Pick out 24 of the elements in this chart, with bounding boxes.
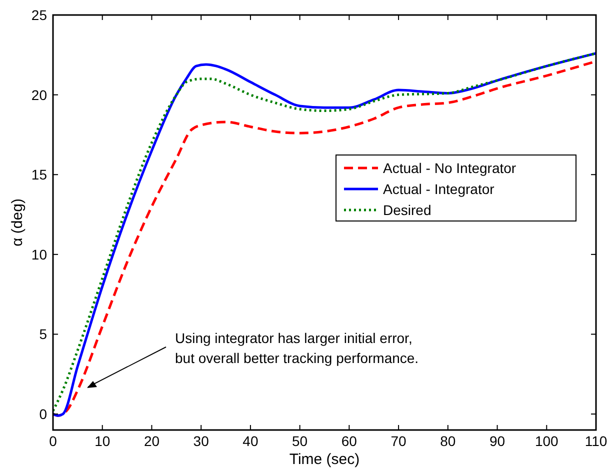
x-tick-label: 100 bbox=[534, 433, 559, 449]
x-tick-label: 30 bbox=[193, 433, 210, 449]
x-tick-label: 20 bbox=[144, 433, 160, 449]
y-tick-label: 20 bbox=[31, 86, 48, 103]
y-tick-label: 25 bbox=[31, 7, 48, 23]
x-tick-label: 80 bbox=[440, 433, 456, 449]
x-tick-label: 10 bbox=[94, 433, 110, 449]
x-tick-label: 40 bbox=[242, 433, 258, 449]
y-tick-label: 15 bbox=[31, 166, 48, 183]
annotation: Using integrator has larger initial error, but overall better tracking performance. bbox=[175, 330, 419, 366]
y-tick-label: 0 bbox=[39, 406, 48, 422]
y-tick-label: 5 bbox=[39, 326, 48, 342]
legend-label: Desired bbox=[383, 202, 432, 218]
x-tick-label: 110 bbox=[584, 433, 608, 449]
x-axis-title: Time (sec) bbox=[289, 451, 360, 468]
x-tick-label: 50 bbox=[292, 433, 308, 449]
x-tick-label: 60 bbox=[341, 433, 358, 449]
legend-label: Actual - No Integrator bbox=[383, 160, 516, 176]
y-tick-label: 10 bbox=[31, 246, 48, 262]
legend-label: Actual - Integrator bbox=[383, 181, 495, 197]
x-tick-label: 0 bbox=[49, 433, 58, 449]
x-tick-label: 90 bbox=[489, 433, 506, 449]
y-axis-title: α (deg) bbox=[9, 198, 26, 246]
x-tick-label: 70 bbox=[390, 433, 407, 449]
